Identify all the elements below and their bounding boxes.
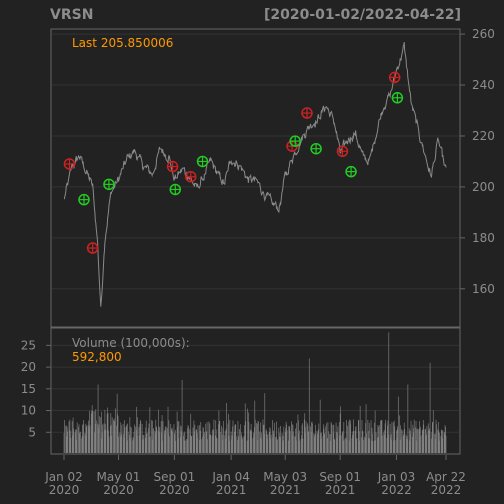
price-y-tick-label: 220 — [472, 129, 495, 143]
x-axis-tick-label: Jan 02 — [44, 470, 83, 484]
x-axis-tick-label: Apr 22 — [426, 470, 466, 484]
price-y-tick-label: 160 — [472, 282, 495, 296]
price-gridlines — [52, 33, 459, 290]
sell-signal-marker — [388, 71, 401, 84]
volume-y-axis: 5 10 15 20 25 — [21, 338, 51, 439]
x-axis-tick-year: 2021 — [270, 483, 301, 497]
x-axis-tick-label: Jan 04 — [211, 470, 250, 484]
volume-y-tick-label: 25 — [21, 338, 36, 352]
volume-y-tick-label: 15 — [21, 382, 36, 396]
volume-panel: 5 10 15 20 25 Volume (100,000s): 592,800 — [21, 327, 461, 455]
volume-bars — [63, 332, 447, 453]
price-panel: 160 180 200 220 240 260 Last 205.850006 — [50, 27, 495, 328]
sell-signal-marker — [336, 145, 349, 158]
last-label: Last — [72, 36, 97, 50]
signal-markers — [63, 71, 404, 254]
x-axis-tick-label: May 01 — [97, 470, 141, 484]
price-y-tick-label: 260 — [472, 27, 495, 41]
last-value: 205.850006 — [101, 36, 174, 50]
price-y-axis: 160 180 200 220 240 260 — [460, 27, 495, 296]
price-y-tick-label: 180 — [472, 231, 495, 245]
price-y-tick-label: 200 — [472, 180, 495, 194]
volume-y-tick-label: 20 — [21, 360, 36, 374]
x-axis-tick-year: 2022 — [381, 483, 412, 497]
sell-signal-marker — [166, 160, 179, 173]
last-price-legend: Last 205.850006 — [72, 36, 173, 50]
price-line — [63, 42, 447, 307]
volume-y-tick-label: 5 — [28, 425, 36, 439]
buy-signal-marker — [391, 92, 404, 104]
volume-legend-label: Volume (100,000s): — [72, 336, 190, 350]
buy-signal-marker — [78, 193, 90, 206]
price-panel-frame — [50, 28, 461, 328]
volume-panel-frame — [50, 327, 461, 455]
buy-signal-marker — [310, 142, 322, 155]
sell-signal-marker — [301, 107, 313, 119]
x-axis-tick-year: 2021 — [325, 483, 356, 497]
volume-legend-value: 592,800 — [72, 350, 122, 364]
x-axis-tick-year: 2020 — [49, 483, 80, 497]
chart-date-range: [2020-01-02/2022-04-22] — [264, 7, 461, 23]
volume-y-tick-label: 10 — [21, 404, 36, 418]
buy-signal-marker — [345, 165, 357, 178]
x-axis-tick-label: Sep 01 — [154, 470, 196, 484]
sell-signal-marker — [63, 158, 76, 170]
price-y-tick-label: 240 — [472, 78, 495, 92]
x-axis-tick-year: 2020 — [159, 483, 190, 497]
buy-signal-marker — [196, 155, 209, 168]
x-axis-tick-year: 2022 — [431, 483, 462, 497]
buy-signal-marker — [289, 135, 301, 147]
price-series — [63, 42, 447, 307]
x-axis-tick-label: Sep 01 — [319, 470, 361, 484]
x-axis-tick-label: May 03 — [263, 470, 307, 484]
buy-signal-marker — [103, 178, 115, 191]
x-axis-tick-label: Jan 03 — [377, 470, 416, 484]
buy-signal-marker — [169, 183, 182, 196]
x-axis-tick-year: 2020 — [103, 483, 134, 497]
chart-title: VRSN — [50, 7, 93, 23]
sell-signal-marker — [86, 242, 99, 254]
sell-signal-marker — [184, 170, 197, 183]
x-axis-tick-year: 2021 — [216, 483, 247, 497]
